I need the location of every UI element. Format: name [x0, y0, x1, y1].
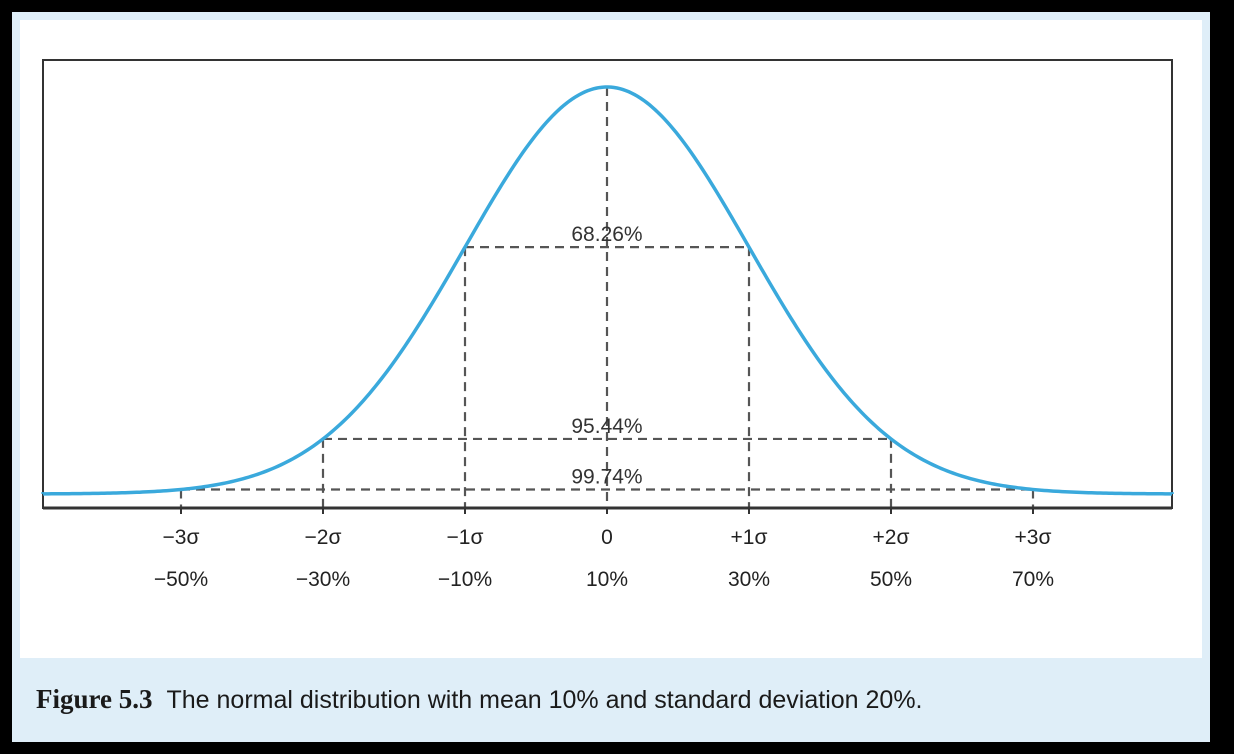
value-tick-label: 50%	[870, 568, 912, 591]
figure-caption: Figure 5.3 The normal distribution with m…	[36, 684, 1186, 715]
interval-guides	[179, 87, 1035, 508]
value-tick-label: 30%	[728, 568, 770, 591]
value-tick-label: 10%	[586, 568, 628, 591]
sigma-tick-label: +3σ	[1015, 526, 1052, 549]
normal-distribution-chart: −3σ −50% −2σ −30% −1σ −10% 0 10% +1σ 30% +2σ 50% +3σ…	[41, 59, 1174, 591]
figure-frame: −3σ −50% −2σ −30% −1σ −10% 0 10% +1σ 30% +2σ 50% +3σ…	[12, 12, 1210, 742]
interval-label: 99.74%	[571, 465, 642, 488]
value-tick-label: −10%	[438, 568, 492, 591]
sigma-tick-label: −3σ	[163, 526, 200, 549]
figure-label: Figure 5.3	[36, 684, 153, 714]
x-axis-ticks: −3σ −50% −2σ −30% −1σ −10% 0 10% +1σ 30% +2σ 50% +3σ…	[154, 508, 1054, 591]
value-tick-label: −30%	[296, 568, 350, 591]
value-tick-label: 70%	[1012, 568, 1054, 591]
interval-labels: 68.26% 95.44% 99.74%	[571, 223, 642, 488]
interval-label: 95.44%	[571, 415, 642, 438]
value-tick-label: −50%	[154, 568, 208, 591]
interval-label: 68.26%	[571, 223, 642, 246]
figure-caption-text: The normal distribution with mean 10% an…	[166, 686, 923, 714]
sigma-tick-label: 0	[601, 526, 613, 549]
sigma-tick-label: −2σ	[305, 526, 342, 549]
sigma-tick-label: −1σ	[447, 526, 484, 549]
sigma-tick-label: +2σ	[873, 526, 910, 549]
sigma-tick-label: +1σ	[731, 526, 768, 549]
normal-curve	[41, 85, 1174, 496]
